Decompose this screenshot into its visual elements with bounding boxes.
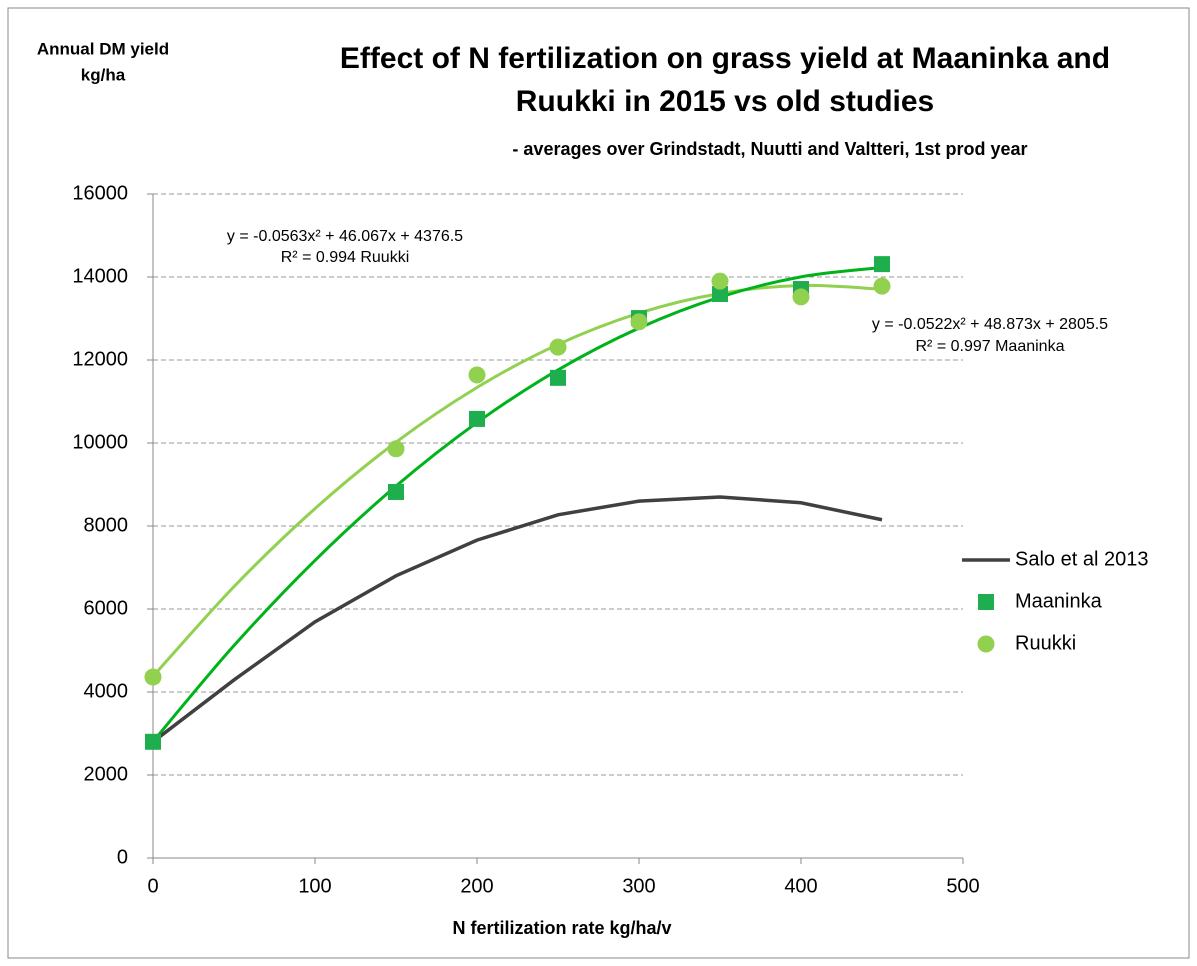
chart-subtitle: - averages over Grindstadt, Nuutti and V…	[512, 139, 1027, 159]
y-axis-label: Annual DM yield	[37, 39, 169, 58]
x-tick-label: 200	[460, 875, 493, 897]
legend-label: Salo et al 2013	[1015, 548, 1148, 570]
data-point	[145, 733, 161, 750]
chart-title: Effect of N fertilization on grass yield…	[340, 42, 1110, 75]
trendline-r2: R² = 0.994 Ruukki	[281, 249, 410, 266]
trendline-equation: y = -0.0522x² + 48.873x + 2805.5	[872, 316, 1108, 333]
data-point	[630, 313, 648, 331]
data-point	[792, 288, 810, 306]
y-tick-label: 4000	[84, 680, 129, 702]
y-tick-label: 0	[117, 846, 128, 868]
y-tick-label: 2000	[84, 763, 129, 785]
data-point	[469, 410, 485, 427]
data-point	[144, 668, 162, 686]
data-point	[874, 256, 890, 273]
x-tick-label: 300	[622, 875, 655, 897]
data-point	[711, 272, 729, 290]
data-point	[712, 286, 728, 303]
chart-title: Ruukki in 2015 vs old studies	[516, 85, 934, 118]
series-line	[151, 495, 883, 744]
data-point	[873, 277, 891, 295]
data-point	[549, 338, 567, 356]
x-axis-label: N fertilization rate kg/ha/v	[452, 918, 671, 938]
y-tick-label: 14000	[72, 265, 128, 287]
x-tick-label: 400	[784, 875, 817, 897]
trendline-r2: R² = 0.997 Maaninka	[916, 338, 1065, 355]
x-tick-label: 500	[946, 875, 979, 897]
data-point	[387, 440, 405, 458]
chart-frame	[7, 7, 1190, 959]
y-axis-label: kg/ha	[81, 65, 126, 84]
legend-swatch	[978, 594, 994, 610]
trendline	[151, 266, 883, 743]
y-tick-label: 6000	[84, 597, 129, 619]
trendline-equation: y = -0.0563x² + 46.067x + 4376.5	[227, 228, 463, 245]
legend-label: Ruukki	[1015, 632, 1076, 654]
y-tick-label: 8000	[84, 514, 129, 536]
legend-label: Maaninka	[1015, 590, 1103, 612]
y-tick-label: 12000	[72, 348, 128, 370]
data-point	[388, 483, 404, 500]
y-tick-label: 10000	[72, 431, 128, 453]
x-tick-label: 100	[298, 875, 331, 897]
data-point	[550, 369, 566, 386]
x-tick-label: 0	[147, 875, 158, 897]
data-point	[468, 366, 486, 384]
legend-swatch	[977, 635, 995, 653]
trendline	[151, 283, 883, 678]
y-tick-label: 16000	[72, 182, 128, 204]
